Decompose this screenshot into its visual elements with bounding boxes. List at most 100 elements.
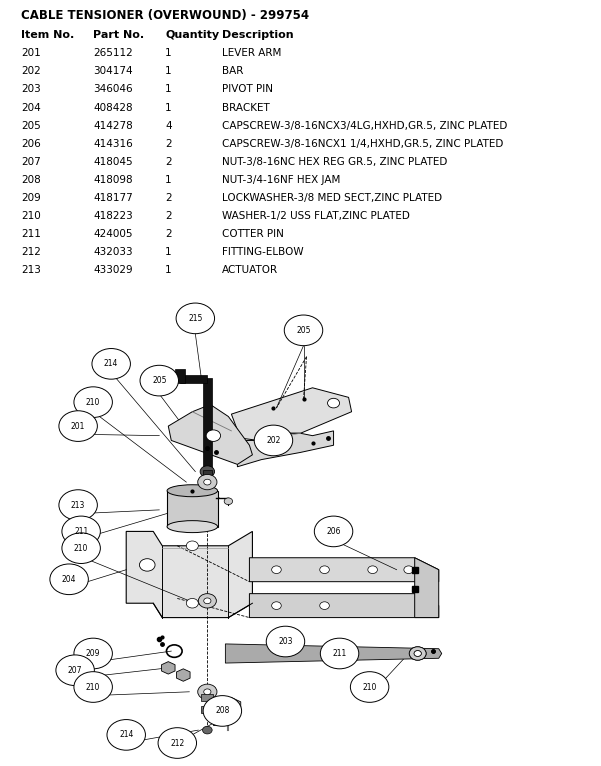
Text: ACTUATOR: ACTUATOR bbox=[222, 265, 278, 276]
Circle shape bbox=[62, 533, 100, 564]
Text: 408428: 408428 bbox=[93, 103, 133, 113]
Text: 205: 205 bbox=[296, 326, 311, 335]
Text: 304174: 304174 bbox=[93, 67, 133, 77]
Text: Part No.: Part No. bbox=[93, 30, 144, 40]
Text: 202: 202 bbox=[266, 436, 281, 445]
Circle shape bbox=[59, 489, 97, 520]
Polygon shape bbox=[249, 594, 439, 617]
Polygon shape bbox=[237, 430, 334, 466]
Circle shape bbox=[200, 466, 215, 477]
Text: 206: 206 bbox=[21, 139, 41, 149]
Text: 346046: 346046 bbox=[93, 84, 133, 94]
Circle shape bbox=[320, 566, 329, 574]
Text: 1: 1 bbox=[165, 48, 172, 58]
Text: 2: 2 bbox=[165, 193, 172, 203]
Circle shape bbox=[328, 398, 340, 408]
Circle shape bbox=[186, 541, 198, 551]
Text: 204: 204 bbox=[62, 574, 76, 584]
Text: 211: 211 bbox=[21, 229, 41, 239]
Text: 432033: 432033 bbox=[93, 247, 133, 257]
Text: Description: Description bbox=[222, 30, 294, 40]
Text: 210: 210 bbox=[74, 544, 88, 552]
Text: 201: 201 bbox=[71, 421, 85, 430]
Text: LOCKWASHER-3/8 MED SECT,ZINC PLATED: LOCKWASHER-3/8 MED SECT,ZINC PLATED bbox=[222, 193, 442, 203]
Text: 202: 202 bbox=[21, 67, 41, 77]
Text: COTTER PIN: COTTER PIN bbox=[222, 229, 284, 239]
Text: 213: 213 bbox=[71, 501, 85, 509]
Text: CAPSCREW-3/8-16NCX1 1/4,HXHD,GR.5, ZINC PLATED: CAPSCREW-3/8-16NCX1 1/4,HXHD,GR.5, ZINC … bbox=[222, 139, 504, 149]
Text: 205: 205 bbox=[152, 376, 166, 385]
Circle shape bbox=[254, 425, 293, 456]
Circle shape bbox=[203, 696, 242, 726]
Text: 212: 212 bbox=[170, 738, 185, 748]
Circle shape bbox=[198, 474, 217, 489]
Text: 214: 214 bbox=[119, 731, 133, 739]
Circle shape bbox=[272, 602, 281, 610]
Polygon shape bbox=[249, 558, 439, 581]
Text: NUT-3/4-16NF HEX JAM: NUT-3/4-16NF HEX JAM bbox=[222, 175, 341, 185]
Circle shape bbox=[74, 387, 112, 417]
Text: 1: 1 bbox=[165, 84, 172, 94]
Circle shape bbox=[314, 516, 353, 547]
Polygon shape bbox=[415, 558, 439, 617]
FancyBboxPatch shape bbox=[175, 368, 185, 383]
Circle shape bbox=[59, 411, 97, 441]
Circle shape bbox=[56, 655, 94, 686]
Circle shape bbox=[74, 672, 112, 702]
Text: 210: 210 bbox=[86, 683, 100, 692]
Circle shape bbox=[272, 566, 281, 574]
Text: 2: 2 bbox=[165, 211, 172, 221]
Text: 214: 214 bbox=[104, 359, 118, 368]
Circle shape bbox=[204, 689, 211, 695]
Circle shape bbox=[409, 647, 426, 660]
Text: LEVER ARM: LEVER ARM bbox=[222, 48, 282, 58]
Circle shape bbox=[50, 564, 88, 594]
Circle shape bbox=[320, 602, 329, 610]
Text: 418177: 418177 bbox=[93, 193, 133, 203]
Circle shape bbox=[158, 728, 197, 758]
Text: NUT-3/8-16NC HEX REG GR.5, ZINC PLATED: NUT-3/8-16NC HEX REG GR.5, ZINC PLATED bbox=[222, 157, 448, 167]
Circle shape bbox=[186, 598, 198, 608]
Text: 215: 215 bbox=[188, 314, 203, 322]
Polygon shape bbox=[162, 662, 175, 674]
Circle shape bbox=[224, 498, 233, 505]
Polygon shape bbox=[225, 644, 442, 663]
Text: BAR: BAR bbox=[222, 67, 244, 77]
Circle shape bbox=[107, 719, 145, 750]
Text: WASHER-1/2 USS FLAT,ZINC PLATED: WASHER-1/2 USS FLAT,ZINC PLATED bbox=[222, 211, 410, 221]
Text: 205: 205 bbox=[21, 120, 41, 131]
Text: 1: 1 bbox=[165, 175, 172, 185]
Text: 1: 1 bbox=[165, 67, 172, 77]
Circle shape bbox=[176, 303, 215, 334]
Ellipse shape bbox=[167, 485, 218, 496]
Text: 1: 1 bbox=[165, 247, 172, 257]
Circle shape bbox=[203, 726, 212, 734]
Circle shape bbox=[350, 672, 389, 702]
Circle shape bbox=[414, 650, 421, 656]
FancyBboxPatch shape bbox=[213, 715, 228, 725]
Text: 209: 209 bbox=[86, 649, 100, 658]
Text: 265112: 265112 bbox=[93, 48, 133, 58]
Text: Item No.: Item No. bbox=[21, 30, 75, 40]
Circle shape bbox=[206, 430, 221, 441]
Text: 210: 210 bbox=[21, 211, 41, 221]
Circle shape bbox=[409, 647, 426, 660]
Circle shape bbox=[404, 566, 413, 574]
Circle shape bbox=[74, 638, 112, 669]
Text: 210: 210 bbox=[362, 683, 377, 692]
Text: 211: 211 bbox=[332, 649, 347, 658]
FancyBboxPatch shape bbox=[180, 375, 207, 383]
FancyBboxPatch shape bbox=[201, 705, 213, 713]
Text: 418223: 418223 bbox=[93, 211, 133, 221]
Text: BRACKET: BRACKET bbox=[222, 103, 270, 113]
Text: 424005: 424005 bbox=[93, 229, 133, 239]
Text: Quantity: Quantity bbox=[165, 30, 219, 40]
Circle shape bbox=[140, 365, 178, 396]
Text: 203: 203 bbox=[21, 84, 41, 94]
Text: 207: 207 bbox=[68, 666, 82, 675]
Circle shape bbox=[284, 315, 323, 345]
Circle shape bbox=[204, 480, 211, 485]
Polygon shape bbox=[126, 532, 252, 617]
Text: 213: 213 bbox=[21, 265, 41, 276]
Circle shape bbox=[62, 516, 100, 547]
